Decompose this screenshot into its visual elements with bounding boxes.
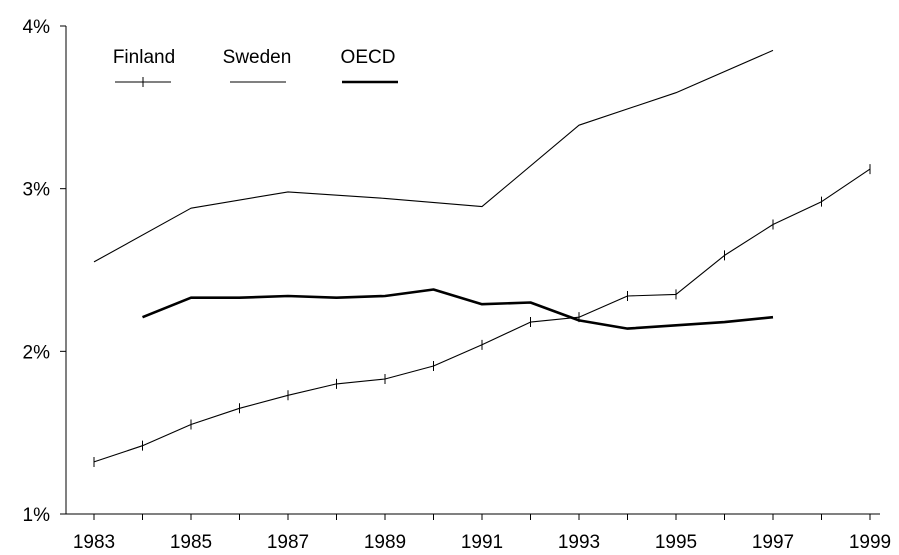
series-line-sweden	[93, 49, 774, 263]
x-tick-label: 1987	[267, 532, 309, 553]
y-tick-label: 1%	[23, 505, 51, 526]
series-line-finland	[93, 168, 871, 463]
legend-item-finland: Finland	[113, 47, 175, 87]
legend-item-sweden: Sweden	[223, 47, 292, 83]
x-tick-label: 1995	[655, 532, 697, 553]
series-line-oecd	[142, 288, 774, 330]
x-tick-label: 1991	[461, 532, 503, 553]
series-layer	[93, 49, 871, 467]
y-tick-label: 4%	[23, 17, 51, 38]
legend-label: Sweden	[223, 47, 292, 68]
x-tick-label: 1985	[170, 532, 212, 553]
x-ticks: 1983 1985 1987 1989 1991 1993 1995 1997 1999	[73, 514, 891, 553]
legend-label: Finland	[113, 47, 175, 68]
y-tick-label: 2%	[23, 342, 51, 363]
x-tick-label: 1983	[73, 532, 115, 553]
axes	[65, 26, 880, 515]
y-ticks: 1% 2% 3% 4%	[23, 17, 66, 526]
legend-item-oecd: OECD	[341, 47, 398, 84]
x-tick-label: 1997	[752, 532, 794, 553]
x-tick-label: 1989	[364, 532, 406, 553]
legend: Finland Sweden OECD	[113, 47, 398, 87]
x-tick-label: 1999	[849, 532, 891, 553]
series-finland	[93, 164, 871, 467]
series-oecd	[142, 288, 774, 330]
y-tick-label: 3%	[23, 180, 51, 201]
series-sweden	[93, 49, 774, 263]
x-tick-label: 1993	[558, 532, 600, 553]
legend-label: OECD	[341, 47, 396, 68]
